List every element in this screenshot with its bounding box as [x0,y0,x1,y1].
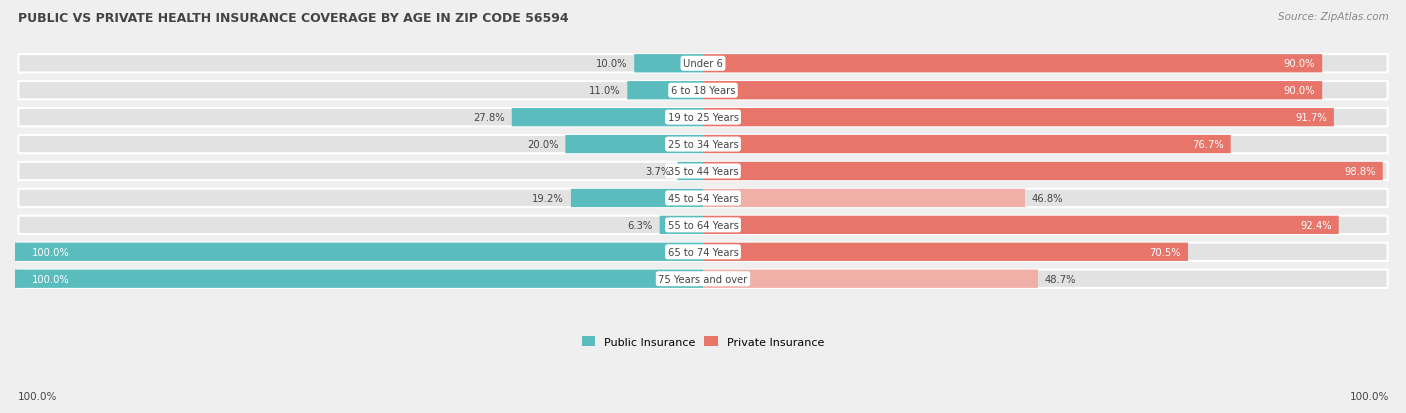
Text: 46.8%: 46.8% [1032,193,1063,204]
FancyBboxPatch shape [703,270,1038,288]
Text: PUBLIC VS PRIVATE HEALTH INSURANCE COVERAGE BY AGE IN ZIP CODE 56594: PUBLIC VS PRIVATE HEALTH INSURANCE COVER… [18,12,569,25]
Text: 98.8%: 98.8% [1344,166,1376,177]
Text: Source: ZipAtlas.com: Source: ZipAtlas.com [1278,12,1389,22]
Text: Under 6: Under 6 [683,59,723,69]
FancyBboxPatch shape [703,189,1025,208]
FancyBboxPatch shape [15,270,703,288]
Text: 48.7%: 48.7% [1045,274,1077,284]
Text: 3.7%: 3.7% [645,166,671,177]
FancyBboxPatch shape [18,109,1388,127]
FancyBboxPatch shape [15,243,703,261]
FancyBboxPatch shape [18,243,1388,261]
Text: 6.3%: 6.3% [627,220,652,230]
Text: 92.4%: 92.4% [1301,220,1331,230]
Text: 11.0%: 11.0% [589,86,620,96]
Text: 25 to 34 Years: 25 to 34 Years [668,140,738,150]
Text: 35 to 44 Years: 35 to 44 Years [668,166,738,177]
FancyBboxPatch shape [678,162,703,181]
Text: 65 to 74 Years: 65 to 74 Years [668,247,738,257]
Text: 90.0%: 90.0% [1284,59,1316,69]
Text: 19.2%: 19.2% [533,193,564,204]
Text: 91.7%: 91.7% [1295,113,1327,123]
Text: 55 to 64 Years: 55 to 64 Years [668,220,738,230]
FancyBboxPatch shape [659,216,703,235]
Text: 6 to 18 Years: 6 to 18 Years [671,86,735,96]
Text: 100.0%: 100.0% [32,274,70,284]
Text: 19 to 25 Years: 19 to 25 Years [668,113,738,123]
FancyBboxPatch shape [18,270,1388,288]
Text: 70.5%: 70.5% [1150,247,1181,257]
Text: 27.8%: 27.8% [474,113,505,123]
FancyBboxPatch shape [571,189,703,208]
Text: 10.0%: 10.0% [596,59,627,69]
FancyBboxPatch shape [627,82,703,100]
Text: 45 to 54 Years: 45 to 54 Years [668,193,738,204]
FancyBboxPatch shape [18,55,1388,73]
Text: 75 Years and over: 75 Years and over [658,274,748,284]
Text: 76.7%: 76.7% [1192,140,1223,150]
FancyBboxPatch shape [703,216,1339,235]
FancyBboxPatch shape [512,109,703,127]
FancyBboxPatch shape [703,55,1322,73]
FancyBboxPatch shape [18,135,1388,154]
Text: 100.0%: 100.0% [18,391,58,401]
FancyBboxPatch shape [565,135,703,154]
FancyBboxPatch shape [18,162,1388,181]
FancyBboxPatch shape [18,189,1388,208]
FancyBboxPatch shape [18,216,1388,235]
Text: 100.0%: 100.0% [1350,391,1389,401]
Text: 20.0%: 20.0% [527,140,558,150]
FancyBboxPatch shape [18,82,1388,100]
Text: 90.0%: 90.0% [1284,86,1316,96]
FancyBboxPatch shape [703,82,1322,100]
FancyBboxPatch shape [703,162,1382,181]
Legend: Public Insurance, Private Insurance: Public Insurance, Private Insurance [578,332,828,351]
FancyBboxPatch shape [703,109,1334,127]
FancyBboxPatch shape [703,135,1230,154]
FancyBboxPatch shape [634,55,703,73]
FancyBboxPatch shape [703,243,1188,261]
Text: 100.0%: 100.0% [32,247,70,257]
